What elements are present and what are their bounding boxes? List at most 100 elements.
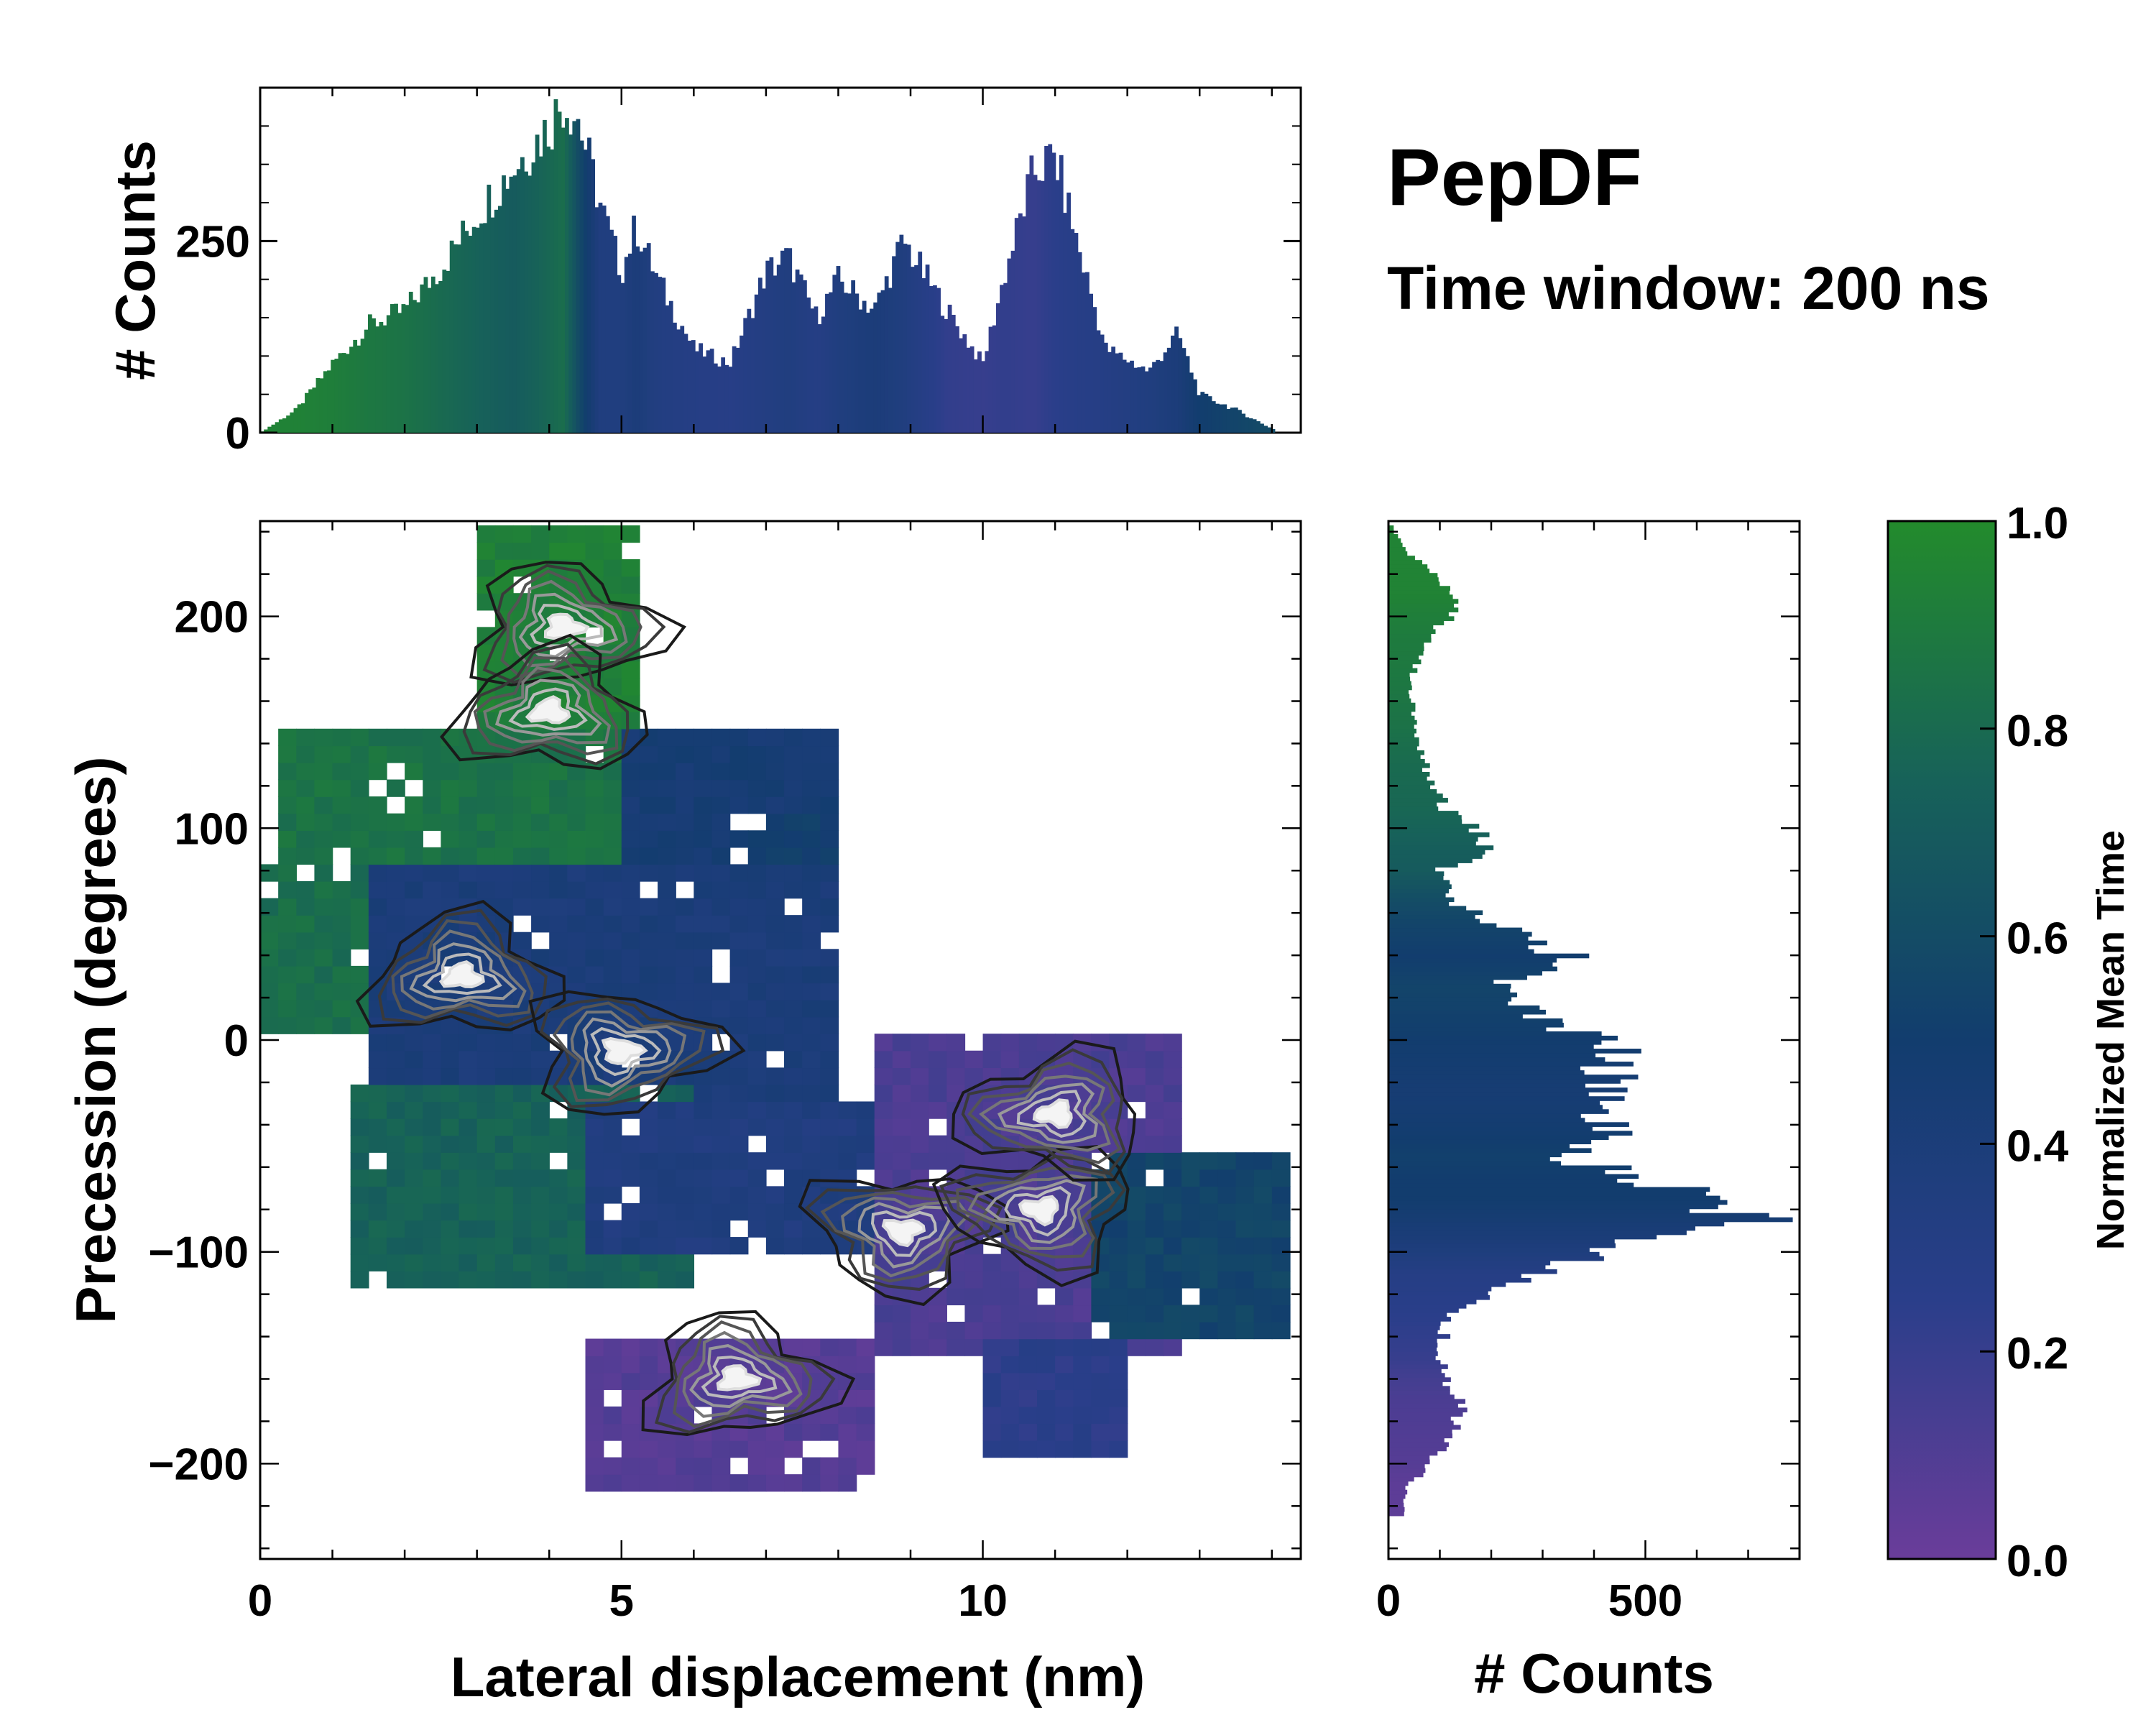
top-histogram-bar: [870, 308, 874, 433]
heatmap-cell: [658, 983, 676, 1000]
heatmap-cell: [459, 1067, 478, 1085]
heatmap-cell: [694, 880, 713, 899]
heatmap-cell: [1217, 1321, 1237, 1340]
heatmap-cell: [278, 932, 297, 949]
heatmap-cell: [405, 1135, 423, 1153]
right-histogram-bar: [1388, 763, 1430, 768]
right-histogram-bar: [1388, 741, 1419, 747]
heatmap-cell: [1091, 1406, 1110, 1425]
heatmap-cell: [314, 949, 333, 967]
top-histogram-bar: [1267, 427, 1272, 433]
right-histogram-bar: [1388, 1290, 1488, 1296]
heatmap-cell: [332, 932, 351, 949]
heatmap-cell: [1235, 1202, 1255, 1221]
heatmap-cell: [1000, 1067, 1020, 1085]
top-histogram-bar: [1022, 216, 1026, 433]
heatmap-cell: [621, 1372, 640, 1390]
right-histogram-bar: [1388, 685, 1412, 691]
heatmap-cell: [386, 864, 405, 882]
top-histogram-bar: [740, 335, 744, 433]
top-histogram-bar: [331, 359, 336, 433]
heatmap-cell: [820, 796, 839, 814]
right-histogram-bar: [1388, 1152, 1562, 1158]
heatmap-cell: [278, 745, 297, 763]
top-histogram-bar: [1115, 353, 1120, 433]
top-histogram-bar: [817, 324, 822, 433]
heatmap-cell: [368, 1050, 387, 1069]
heatmap-cell: [476, 762, 496, 781]
right-histogram-bar: [1388, 564, 1428, 569]
right-histogram-bar: [1388, 884, 1452, 890]
heatmap-cell: [982, 1389, 1002, 1407]
heatmap-cell: [964, 1321, 984, 1340]
top-histogram-bar: [427, 288, 432, 433]
heatmap-cell: [585, 1254, 604, 1271]
heatmap-cell: [639, 1338, 658, 1356]
heatmap-cell: [603, 898, 622, 916]
heatmap-cell: [694, 915, 713, 933]
heatmap-cell: [1073, 1305, 1092, 1322]
heatmap-cell: [405, 1220, 423, 1238]
heatmap-cell: [639, 1237, 658, 1255]
heatmap-cell: [802, 932, 821, 949]
top-histogram-bar: [995, 303, 1000, 433]
heatmap-cell: [549, 1186, 568, 1204]
heatmap-cell: [512, 1186, 532, 1204]
heatmap-cell: [1235, 1220, 1255, 1238]
heatmap-cell: [856, 1423, 875, 1441]
right-histogram-bar: [1388, 1498, 1404, 1504]
heatmap-cell: [784, 1000, 803, 1018]
heatmap-cell: [1127, 1084, 1146, 1103]
right-histogram-bar: [1388, 754, 1421, 760]
heatmap-cell: [1163, 1169, 1182, 1187]
heatmap-cell: [405, 745, 423, 763]
heatmap-cell: [676, 796, 695, 814]
right-histogram-bar: [1388, 901, 1450, 907]
heatmap-cell: [711, 1101, 731, 1119]
heatmap-cell: [585, 1423, 604, 1441]
heatmap-cell: [711, 1084, 731, 1103]
heatmap-cell: [585, 847, 604, 865]
heatmap-cell: [1181, 1220, 1200, 1238]
heatmap-cell: [531, 1186, 550, 1204]
heatmap-cell: [802, 1084, 821, 1103]
heatmap-cell: [1073, 1356, 1092, 1374]
heatmap-cell: [802, 1016, 821, 1034]
right-histogram-bar: [1388, 880, 1450, 885]
top-histogram-bar: [1133, 367, 1138, 433]
heatmap-cell: [1163, 1321, 1182, 1340]
right-histogram-bar: [1388, 715, 1415, 721]
heatmap-cell: [494, 1271, 514, 1289]
right-histogram-bar: [1388, 979, 1494, 985]
heatmap-cell: [658, 1237, 676, 1255]
heatmap-cell: [549, 1169, 568, 1187]
top-histogram-bar: [750, 318, 755, 433]
colorbar-ticks: 0.00.20.40.60.81.0: [1980, 499, 2069, 1586]
heatmap-cell: [332, 915, 351, 933]
heatmap-cell: [729, 1016, 749, 1034]
heatmap-cell: [405, 864, 423, 882]
heatmap-cell: [1109, 1440, 1128, 1458]
heatmap-cell: [1127, 1169, 1146, 1187]
top-histogram-bar: [1226, 409, 1231, 433]
top-histogram-bar: [1256, 421, 1261, 433]
heatmap-cell: [621, 1474, 640, 1492]
heatmap-cell: [658, 965, 676, 984]
heatmap-cell: [747, 983, 767, 1000]
heatmap-cell: [459, 1237, 478, 1255]
top-histogram-bar: [1089, 293, 1093, 433]
heatmap-cell: [765, 1186, 785, 1204]
heatmap-cell: [658, 847, 676, 865]
top-histogram-bar: [312, 387, 317, 433]
heatmap-cell: [729, 1000, 749, 1018]
top-histogram-bar: [1207, 396, 1212, 433]
right-histogram-bar: [1388, 1208, 1690, 1214]
heatmap-cell: [368, 898, 387, 916]
heatmap-cell: [711, 1135, 731, 1153]
heatmap-cell: [441, 1271, 460, 1289]
right-histogram-bar: [1388, 983, 1511, 989]
heatmap-cell: [765, 779, 785, 797]
heatmap-cell: [603, 847, 622, 865]
heatmap-cell: [784, 762, 803, 781]
heatmap-cell: [405, 1202, 423, 1221]
